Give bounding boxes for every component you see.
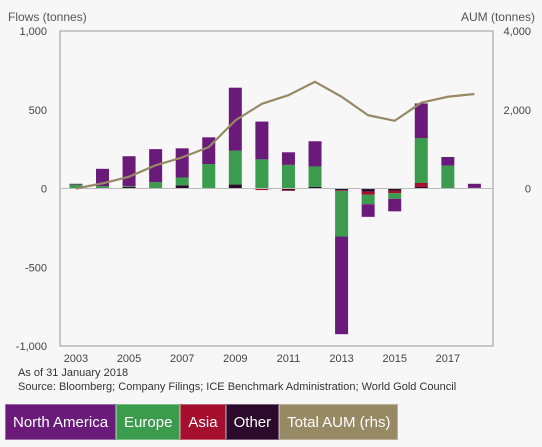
legend-item-asia[interactable]: Asia [180,404,226,440]
left-tick-label: -500 [25,262,47,274]
legend-item-north-america[interactable]: North America [5,404,117,440]
right-tick-label: 2,000 [503,105,531,117]
right-axis-ticks: 4,000 2,000 0 [503,26,531,196]
bar-europe-2010 [255,159,269,189]
x-tick-label: 2017 [436,353,460,365]
right-axis-title: AUM (tonnes) [461,10,535,24]
left-tick-label: -1,000 [16,341,47,353]
bar-other-2011 [281,188,295,191]
gold-flows-chart: Flows (tonnes) AUM (tonnes) 1,000 500 0 -50… [8,10,535,365]
left-axis-title: Flows (tonnes) [8,10,87,24]
right-tick-label: 0 [525,184,531,196]
aum-line [75,80,475,190]
x-tick-label: 2007 [170,353,194,365]
as-of-note: As of 31 January 2018 [18,367,129,379]
x-tick-label: 2005 [117,353,141,365]
bar-other-2012 [308,186,322,189]
bar-europe-2008 [202,164,216,189]
bar-north-america-2007 [175,148,189,178]
bar-europe-2017 [441,165,455,188]
bar-europe-2003 [69,184,83,189]
x-tick-label: 2009 [223,353,247,365]
x-tick-label: 2015 [382,353,406,365]
bar-europe-2007 [175,177,189,186]
left-axis-ticks: 1,000 500 0 -500 -1,000 [16,26,47,353]
bar-europe-2006 [149,182,163,188]
bar-north-america-2013 [335,236,349,335]
bar-other-2014 [361,188,375,192]
bar-europe-2015 [388,193,402,199]
bars-layer [69,87,481,335]
bar-north-america-2012 [308,141,322,167]
bar-europe-2013 [335,190,349,237]
bar-other-2007 [175,185,189,189]
right-tick-label: 4,000 [503,26,531,38]
bar-north-america-2005 [122,156,136,187]
bar-europe-2012 [308,166,322,187]
bar-asia-2010 [255,188,269,191]
bar-europe-2005 [122,186,136,187]
bar-asia-2016 [414,182,428,187]
chart-notes: As of 31 January 2018 Source: Bloomberg;… [18,366,456,394]
bar-other-2009 [228,184,242,189]
legend-item-europe[interactable]: Europe [116,404,181,440]
bar-asia-2013 [335,190,349,191]
bar-north-america-2014 [361,204,375,217]
bar-north-america-2010 [255,121,269,160]
bar-europe-2016 [414,138,428,183]
bar-asia-2011 [281,190,295,191]
left-tick-label: 500 [29,105,47,117]
bar-north-america-2011 [281,152,295,165]
x-tick-label: 2013 [329,353,353,365]
bar-north-america-2016 [414,103,428,139]
bar-other-2016 [414,186,428,189]
bar-europe-2009 [228,150,242,185]
chart-legend: North America Europe Asia Other Total AUM (r… [5,404,399,440]
bar-europe-2014 [361,194,375,205]
legend-item-other[interactable]: Other [225,404,280,440]
source-note: Source: Bloomberg; Company Filings; ICE … [18,381,457,393]
legend-item-total-aum-rhs[interactable]: Total AUM (rhs) [279,404,399,440]
bar-north-america-2018 [467,183,481,188]
aum-line-layer [75,80,475,190]
bar-north-america-2003 [69,183,83,185]
bar-europe-2004 [96,186,110,189]
bar-north-america-2015 [388,198,402,212]
bar-other-2005 [122,186,136,189]
left-tick-label: 0 [41,184,47,196]
x-axis-ticks: 2003 2005 2007 2009 2011 2013 2015 2017 [64,353,460,365]
bar-europe-2011 [281,164,295,189]
bar-north-america-2017 [441,157,455,166]
x-tick-label: 2011 [277,353,301,365]
bar-other-2013 [335,188,349,191]
bar-asia-2014 [361,191,375,195]
left-tick-label: 1,000 [19,26,47,38]
bar-asia-2015 [388,190,402,194]
bar-other-2015 [388,188,402,191]
x-tick-label: 2003 [64,353,88,365]
